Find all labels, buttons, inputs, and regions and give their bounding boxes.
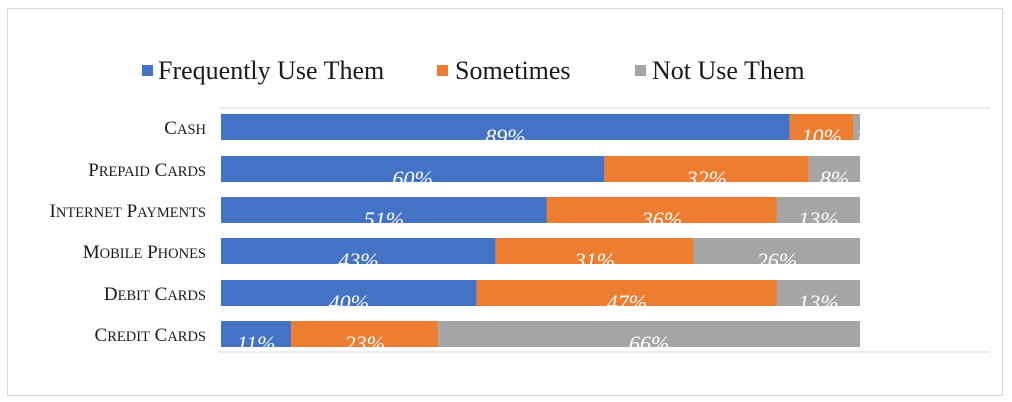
data-label-mobile-phones-not-use-them: 26% bbox=[757, 248, 797, 273]
bar-internet-payments-sometimes bbox=[546, 197, 777, 223]
category-label-prepaid-cards: PREPAID CARDS bbox=[88, 160, 206, 181]
data-label-credit-cards-frequently-use-them: 11% bbox=[237, 331, 276, 356]
legend: Frequently Use Them Sometimes Not Use Them bbox=[142, 56, 805, 85]
data-label-mobile-phones-frequently-use-them: 43% bbox=[338, 248, 378, 273]
bar-mobile-phones-frequently-use-them bbox=[221, 238, 496, 264]
category-label-credit-cards: CREDIT CARDS bbox=[95, 325, 207, 346]
data-label-debit-cards-frequently-use-them: 40% bbox=[329, 290, 369, 315]
legend-swatch-sometimes bbox=[437, 65, 448, 76]
bar-prepaid-cards-sometimes bbox=[604, 156, 809, 182]
legend-label-not-use-them: Not Use Them bbox=[652, 56, 805, 85]
data-label-internet-payments-not-use-them: 13% bbox=[798, 207, 838, 232]
bar-credit-cards-not-use-them bbox=[438, 321, 860, 347]
category-label-mobile-phones: MOBILE PHONES bbox=[83, 242, 206, 263]
bar-cash-sometimes bbox=[789, 114, 854, 140]
data-label-cash-not-use-them: 1% bbox=[855, 124, 884, 149]
bar-cash-not-use-them bbox=[853, 114, 860, 140]
data-label-cash-sometimes: 10% bbox=[801, 124, 841, 149]
data-label-credit-cards-not-use-them: 66% bbox=[629, 331, 669, 356]
category-label-cash: CASH bbox=[164, 118, 206, 139]
bar-credit-cards-frequently-use-them bbox=[221, 321, 292, 347]
bar-internet-payments-not-use-them bbox=[776, 197, 860, 223]
bar-internet-payments-frequently-use-them bbox=[221, 197, 547, 223]
bar-prepaid-cards-frequently-use-them bbox=[221, 156, 605, 182]
category-label-debit-cards: DEBIT CARDS bbox=[104, 284, 206, 305]
legend-swatch-not-use-them bbox=[635, 65, 646, 76]
bar-cash-frequently-use-them bbox=[221, 114, 790, 140]
category-label-internet-payments: INTERNET PAYMENTS bbox=[50, 201, 206, 222]
bar-prepaid-cards-not-use-them bbox=[808, 156, 860, 182]
data-label-internet-payments-sometimes: 36% bbox=[641, 207, 682, 232]
data-label-internet-payments-frequently-use-them: 51% bbox=[364, 207, 404, 232]
data-label-prepaid-cards-sometimes: 32% bbox=[685, 166, 726, 191]
legend-swatch-frequently-use-them bbox=[142, 65, 153, 76]
bar-debit-cards-sometimes bbox=[476, 280, 777, 306]
data-labels: 89% 10% 1% 60% 32% 8% 51% 36% 13% 43% 31% 26% 40% 47%… bbox=[237, 124, 884, 356]
data-label-prepaid-cards-not-use-them: 8% bbox=[820, 166, 849, 191]
bar-debit-cards-not-use-them bbox=[776, 280, 860, 306]
bar-mobile-phones-sometimes bbox=[495, 238, 694, 264]
category-axis: CASH PREPAID CARDS INTERNET PAYMENTS MOBILE… bbox=[50, 118, 207, 346]
data-label-credit-cards-sometimes: 23% bbox=[345, 331, 385, 356]
legend-label-sometimes: Sometimes bbox=[455, 56, 571, 85]
data-label-mobile-phones-sometimes: 31% bbox=[574, 248, 615, 273]
bar-mobile-phones-not-use-them bbox=[693, 238, 860, 264]
bar-credit-cards-sometimes bbox=[291, 321, 439, 347]
data-label-debit-cards-sometimes: 47% bbox=[607, 290, 647, 315]
data-label-debit-cards-not-use-them: 13% bbox=[798, 290, 838, 315]
data-label-cash-frequently-use-them: 89% bbox=[485, 124, 525, 149]
bars bbox=[221, 114, 860, 347]
bar-debit-cards-frequently-use-them bbox=[221, 280, 477, 306]
data-label-prepaid-cards-frequently-use-them: 60% bbox=[393, 166, 433, 191]
legend-label-frequently-use-them: Frequently Use Them bbox=[158, 56, 384, 85]
